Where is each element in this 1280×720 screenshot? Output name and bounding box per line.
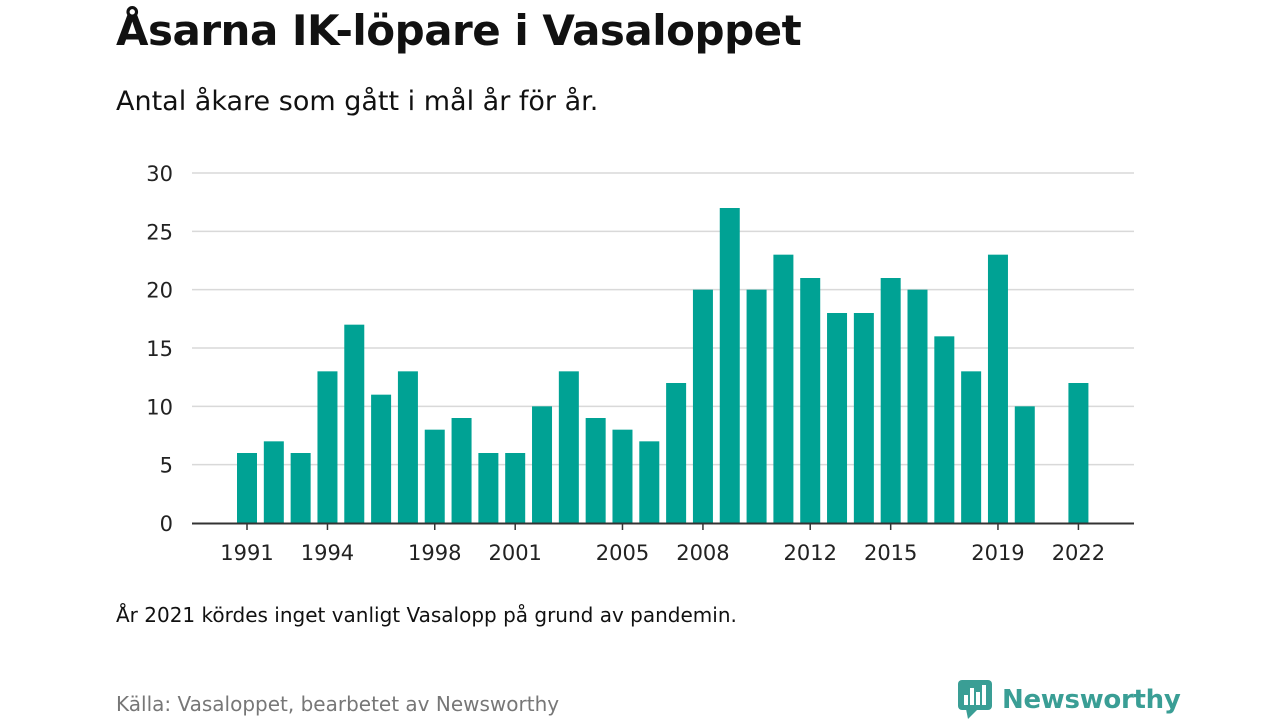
bar-2017	[934, 336, 955, 523]
source-credit: Källa: Vasaloppet, bearbetet av Newswort…	[116, 692, 560, 716]
y-tick-label: 15	[146, 337, 173, 361]
bar-2010	[746, 289, 767, 523]
bar-1994	[317, 371, 338, 523]
bar-2015	[880, 278, 901, 523]
bars	[237, 208, 1089, 523]
bar-2016	[907, 289, 928, 523]
chart-title: Åsarna IK-löpare i Vasaloppet	[116, 6, 802, 55]
bar-2005	[612, 429, 633, 523]
newsworthy-logo: Newsworthy	[958, 680, 1181, 720]
y-tick-label: 0	[160, 512, 173, 536]
bar-2008	[692, 289, 713, 523]
bar-2003	[558, 371, 579, 523]
bar-2018	[961, 371, 982, 523]
x-tick-label: 2022	[1052, 541, 1105, 565]
x-tick-label: 2015	[864, 541, 917, 565]
bar-chart-speech-bubble-icon	[958, 680, 992, 719]
bar-2002	[532, 406, 553, 523]
x-tick-label: 1994	[301, 541, 354, 565]
x-tick-label: 2005	[596, 541, 649, 565]
x-tick-label: 2012	[783, 541, 836, 565]
bar-2009	[719, 208, 740, 523]
bar-2014	[853, 313, 874, 523]
bar-1991	[237, 453, 257, 523]
bar-2012	[800, 278, 821, 523]
bar-2013	[827, 313, 848, 523]
x-tick-label: 2001	[488, 541, 541, 565]
x-tick-label: 1998	[408, 541, 461, 565]
bar-2001	[505, 453, 526, 523]
bar-1996	[371, 394, 392, 523]
bar-1997	[397, 371, 418, 523]
bar-2022	[1068, 383, 1089, 523]
chart-note: År 2021 kördes inget vanligt Vasalopp på…	[116, 603, 737, 627]
bar-1998	[424, 429, 445, 523]
bar-2000	[478, 453, 499, 523]
y-tick-label: 25	[146, 220, 173, 244]
bar-2020	[1014, 406, 1035, 523]
bar-2007	[666, 383, 687, 523]
bar-2019	[987, 254, 1008, 523]
x-tick-label: 2019	[971, 541, 1024, 565]
x-tick-label: 1991	[220, 541, 273, 565]
y-tick-label: 20	[146, 279, 173, 303]
bar-chart: 0 5 10 15 20 25 30 1991 1994 1998 2001 2005 2008 2012…	[146, 162, 1134, 565]
bar-1999	[451, 418, 472, 523]
axes: 0 5 10 15 20 25 30 1991 1994 1998 2001 2005 2008 2012…	[146, 162, 1134, 565]
chart-subtitle: Antal åkare som gått i mål år för år.	[116, 86, 599, 117]
x-tick-label: 2008	[676, 541, 729, 565]
bar-2006	[639, 441, 660, 523]
logo-wordmark: Newsworthy	[1002, 685, 1181, 715]
bar-1993	[290, 453, 311, 523]
bar-1995	[344, 324, 365, 523]
bar-2011	[773, 254, 794, 523]
bar-2004	[585, 418, 606, 523]
y-tick-label: 5	[160, 454, 173, 478]
y-tick-label: 10	[146, 395, 173, 419]
y-tick-label: 30	[146, 162, 173, 186]
bar-1992	[263, 441, 284, 523]
